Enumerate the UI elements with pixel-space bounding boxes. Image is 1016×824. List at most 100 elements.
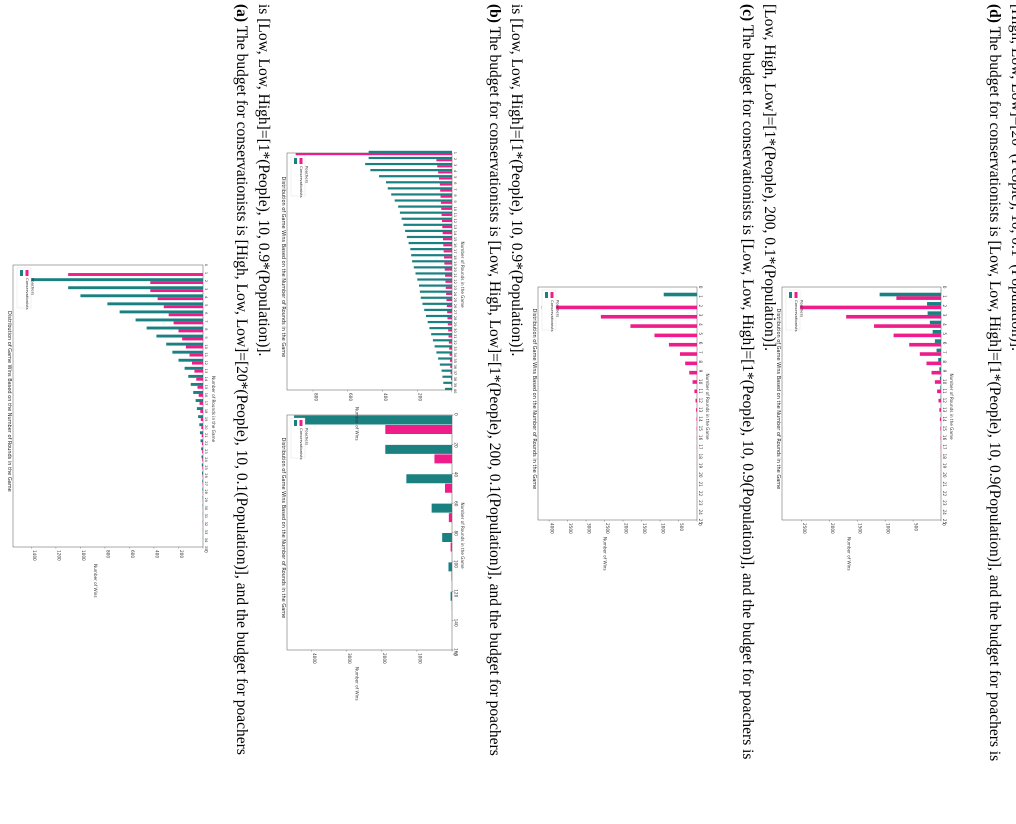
svg-text:(d) The budget for conservatio: (d) The budget for conservationists is [… [986, 4, 1003, 761]
poachers-bar [202, 450, 203, 454]
value-tick-label: 0 [697, 523, 702, 526]
conservationists-bar [398, 205, 452, 208]
category-tick-label: 14 [698, 416, 703, 422]
legend-label-poachers: Poachers [800, 300, 805, 317]
poachers-bar [451, 383, 452, 387]
category-tick-label: 8 [204, 328, 208, 331]
category-tick-label: 31 [204, 514, 208, 519]
conservationists-bar [448, 562, 452, 572]
conservationists-bar [434, 345, 452, 348]
category-tick-label: 15 [204, 385, 208, 390]
poachers-bar [679, 352, 697, 356]
conservationists-bar [394, 199, 452, 202]
legend-swatch-conservationists [545, 292, 548, 298]
category-tick-label: 6 [204, 312, 208, 315]
category-tick-label: 40 [454, 472, 459, 478]
category-tick-label: 21 [698, 482, 703, 488]
category-tick-label: 24 [204, 457, 208, 462]
value-tick-label: 2000 [623, 523, 628, 534]
poachers-bar [200, 410, 203, 413]
poachers-bar [447, 323, 452, 326]
category-tick-label: 20 [454, 442, 459, 448]
conservationists-bar [190, 382, 203, 386]
poachers-bar [600, 314, 697, 319]
category-tick-label: 25 [453, 298, 457, 303]
category-tick-label: 8 [453, 194, 457, 197]
caption-d: (d) The budget for conservationists is [… [986, 4, 1016, 761]
category-tick-label: 13 [942, 407, 947, 413]
conservationists-bar [368, 156, 452, 160]
chart-c: 0500100015002000250030003500400001234567… [531, 286, 710, 571]
caption-c-label: (c) [739, 4, 756, 21]
category-tick-label: 18 [204, 409, 208, 414]
category-tick-label: 34 [204, 538, 208, 543]
conservationists-bar [663, 292, 697, 297]
poachers-bar [444, 256, 452, 259]
conservationists-bar [934, 339, 941, 343]
value-tick-label: 3500 [568, 523, 573, 534]
category-tick-label: 18 [942, 454, 947, 460]
conservationists-bar [386, 181, 452, 184]
poachers-bar [926, 361, 941, 366]
category-tick-label: 30 [453, 328, 457, 333]
value-axis-label: Number of Wins [355, 667, 360, 701]
category-tick-label: 17 [453, 249, 457, 254]
category-tick-label: 30 [204, 506, 208, 511]
chart-title: Distribution of Game Wins Based on the N… [775, 309, 781, 490]
legend-box [290, 155, 306, 197]
category-tick-label: 11 [698, 388, 703, 394]
conservationists-bar [432, 339, 452, 342]
poachers-bar [173, 321, 203, 325]
category-tick-label: 17 [698, 444, 703, 450]
conservationists-bar [199, 423, 203, 427]
category-tick-label: 2 [942, 304, 947, 307]
category-tick-label: 12 [204, 360, 208, 365]
value-axis-label: Number of Wins [847, 537, 852, 571]
category-tick-label: 24 [453, 292, 457, 297]
conservationists-bar [294, 415, 452, 425]
value-tick-label: 400 [154, 550, 159, 558]
legend-swatch-poachers [299, 158, 303, 164]
conservationists-bar [939, 367, 941, 371]
category-tick-label: 160 [454, 648, 459, 656]
conservationists-bar [422, 302, 452, 305]
poachers-bar [157, 297, 203, 301]
conservationists-bar [443, 381, 452, 384]
poachers-bar [163, 305, 203, 309]
category-tick-label: 0 [204, 264, 208, 267]
caption-b: (b) The budget for conservationists is [… [486, 4, 525, 756]
svg-text:(a) The budget for conservatio: (a) The budget for conservationists is [… [233, 4, 250, 755]
poachers-bar [197, 385, 203, 389]
legend-label-conservationists: Conservationists [25, 278, 30, 310]
caption-c-line2: [Low, High, Low]=[1*(People), 200, 0.1*(… [761, 4, 778, 351]
conservationists-bar [410, 248, 452, 251]
conservationists-bar [200, 439, 203, 443]
category-tick-label: 37 [453, 371, 457, 376]
legend-swatch-poachers [550, 292, 554, 298]
value-tick-label: 200 [179, 550, 184, 558]
category-tick-label: 28 [204, 489, 208, 494]
chart-b1: 0 1000 2000 3000 4000 0 20 40 60 80 100 120 140 160 Nu… [280, 413, 465, 701]
category-tick-label: 25 [204, 465, 208, 470]
category-tick-label: 32 [453, 340, 457, 345]
poachers-bar [201, 442, 203, 446]
conservationists-bar [68, 286, 204, 290]
value-tick-label: 1400 [32, 550, 37, 561]
category-tick-label: 9 [698, 370, 703, 373]
poachers-bar [446, 304, 452, 308]
category-tick-label: 5 [942, 332, 947, 335]
category-tick-label: 23 [204, 449, 208, 454]
poachers-bar [446, 298, 452, 302]
conservationists-bar [938, 357, 941, 362]
poachers-bar [445, 274, 452, 277]
category-tick-label: 0 [698, 286, 703, 289]
poachers-bar [182, 337, 203, 341]
category-tick-label: 18 [453, 255, 457, 260]
conservationists-bar [199, 431, 203, 435]
conservationists-bar [939, 376, 941, 381]
category-tick-label: 2 [453, 158, 457, 160]
category-tick-label: 2 [698, 304, 703, 307]
category-tick-label: 5 [698, 332, 703, 335]
legend-swatch-poachers [299, 420, 303, 426]
